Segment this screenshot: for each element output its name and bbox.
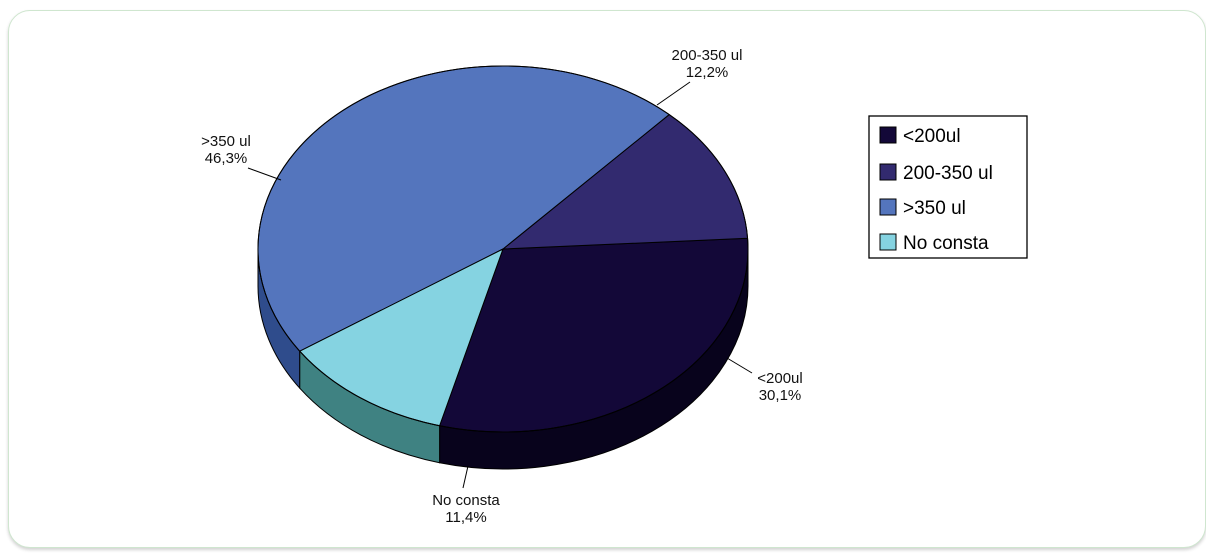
legend: <200ul 200-350 ul >350 ul No consta bbox=[868, 115, 1028, 259]
leader-line-200-350-ul bbox=[656, 81, 691, 106]
legend-label-less-200: <200ul bbox=[903, 126, 961, 147]
legend-swatch-200-350 bbox=[879, 163, 897, 181]
slice-value-200ul: 30,1% bbox=[759, 387, 802, 404]
slice-value-350-ul: 46,3% bbox=[205, 150, 248, 167]
leader-line-no-consta bbox=[462, 465, 469, 489]
legend-swatch-no-consta bbox=[879, 233, 897, 251]
leader-line-350-ul bbox=[247, 167, 282, 181]
slice-label-350-ul: >350 ul bbox=[201, 133, 251, 150]
slice-label-200ul: <200ul bbox=[757, 370, 802, 387]
legend-label-more-350: >350 ul bbox=[903, 198, 966, 219]
slice-label-200-350-ul: 200-350 ul bbox=[672, 47, 743, 64]
slice-value-no-consta: 11,4% bbox=[445, 509, 486, 526]
pie-tops bbox=[257, 65, 749, 433]
legend-swatch-less-200 bbox=[879, 126, 897, 144]
legend-swatch-more-350 bbox=[879, 198, 897, 216]
leader-line-200ul bbox=[726, 357, 753, 374]
slice-value-200-350-ul: 12,2% bbox=[686, 64, 729, 81]
leader-lines bbox=[247, 81, 753, 489]
slice-label-no-consta: No consta bbox=[432, 492, 500, 509]
legend-label-200-350: 200-350 ul bbox=[903, 163, 993, 184]
pie-outline bbox=[257, 65, 749, 433]
legend-label-no-consta: No consta bbox=[903, 233, 989, 254]
